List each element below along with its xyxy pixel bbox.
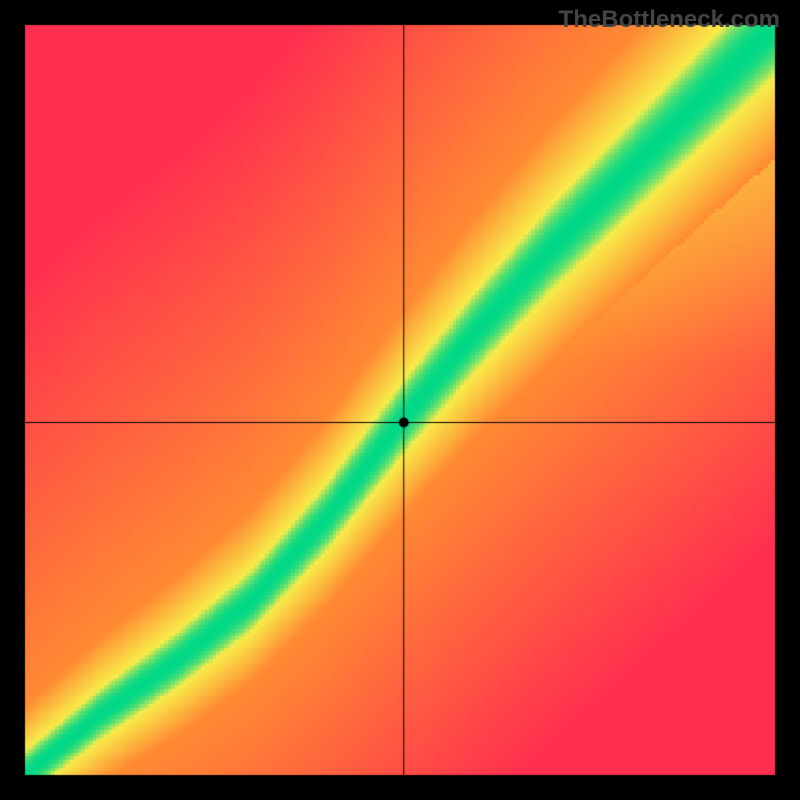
chart-container: TheBottleneck.com: [0, 0, 800, 800]
watermark-text: TheBottleneck.com: [559, 6, 780, 34]
heatmap-canvas: [0, 0, 800, 800]
